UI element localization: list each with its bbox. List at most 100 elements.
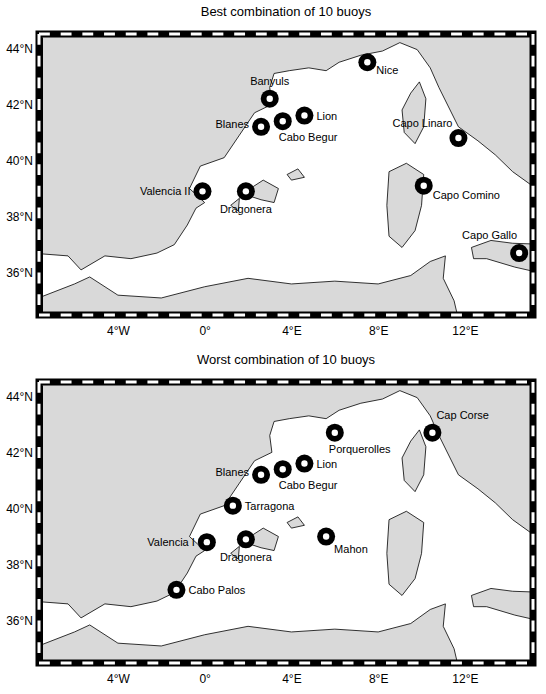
buoys	[193, 53, 528, 262]
axis-line	[42, 386, 43, 661]
buoy-ring	[198, 533, 216, 551]
tick: 4°E	[282, 660, 301, 686]
buoy-center	[301, 112, 307, 118]
tick-label: 4°W	[107, 324, 130, 338]
land	[287, 517, 304, 528]
map-panel: 4°W0°4°E8°E12°E36°N38°N40°N42°N44°NPorqu…	[6, 352, 546, 686]
tick-label: 40°N	[6, 154, 33, 168]
buoy-ring	[237, 182, 255, 200]
x-axis: 4°W0°4°E8°E12°E	[43, 660, 531, 686]
buoy-label: Banyuls	[250, 75, 290, 87]
tick-label: 42°N	[6, 98, 33, 112]
buoy-label: Cabo Begur	[279, 479, 338, 491]
axis-line	[42, 38, 43, 313]
buoy	[449, 129, 467, 147]
buoy-center	[267, 96, 273, 102]
land	[387, 511, 424, 595]
buoy-ring	[326, 424, 344, 442]
buoy	[261, 90, 279, 108]
tick: 0°	[199, 660, 211, 686]
frame-check	[39, 662, 533, 665]
buoy-label: Valencia I	[147, 536, 195, 548]
buoy	[252, 466, 270, 484]
buoy-label: Cabo Begur	[279, 131, 338, 143]
buoy	[423, 424, 441, 442]
buoy-label: Cabo Palos	[188, 584, 245, 596]
tick: 8°E	[369, 312, 388, 338]
land	[42, 385, 530, 618]
tick-label: 4°E	[282, 324, 301, 338]
tick: 36°N	[6, 614, 42, 628]
axis-line	[43, 312, 531, 313]
tick: 4°W	[107, 660, 130, 686]
buoy-center	[280, 118, 286, 124]
buoy	[237, 182, 255, 200]
buoy-ring	[358, 53, 376, 71]
buoy-center	[455, 135, 461, 141]
frame	[39, 34, 533, 315]
buoy-ring	[252, 118, 270, 136]
frame-check	[39, 33, 533, 36]
buoy-label: Porquerolles	[329, 443, 391, 455]
buoy	[274, 112, 292, 130]
buoy-ring	[295, 455, 313, 473]
buoy-label: Lion	[316, 110, 337, 122]
buoy	[295, 107, 313, 125]
tick-label: 0°	[199, 672, 211, 686]
buoy	[252, 118, 270, 136]
frame-check	[38, 34, 41, 315]
frame-check	[39, 381, 533, 384]
y-axis: 36°N38°N40°N42°N44°N	[6, 386, 42, 661]
buoy-center	[332, 430, 338, 436]
tick-label: 36°N	[6, 266, 33, 280]
buoy	[274, 460, 292, 478]
buoy-label: Mahon	[334, 543, 368, 555]
plot-area	[42, 37, 530, 312]
buoy-ring	[261, 90, 279, 108]
buoy-label: Dragonera	[220, 551, 273, 563]
frame-check	[532, 382, 535, 663]
land	[287, 169, 304, 180]
frame-border	[39, 34, 533, 315]
buoy-ring	[193, 182, 211, 200]
buoy	[167, 581, 185, 599]
tick: 40°N	[6, 154, 42, 168]
buoy	[198, 533, 216, 551]
buoy-ring	[224, 497, 242, 515]
buoy-center	[199, 188, 205, 194]
tick: 38°N	[6, 558, 42, 572]
buoy-ring	[415, 177, 433, 195]
buoy-center	[173, 587, 179, 593]
frame	[39, 382, 533, 663]
buoy	[510, 244, 528, 262]
buoy-label: Capo Gallo	[462, 229, 517, 241]
buoy-center	[204, 539, 210, 545]
buoy	[237, 530, 255, 548]
frame-border	[39, 382, 533, 663]
buoy-center	[243, 536, 249, 542]
buoy-labels: PorquerollesCap CorseBlanesCabo BegurLio…	[147, 409, 489, 596]
buoy-center	[516, 250, 522, 256]
buoy-label: Blanes	[215, 118, 249, 130]
buoy-label: Tarragona	[245, 500, 295, 512]
tick: 44°N	[6, 42, 42, 56]
buoy	[326, 424, 344, 442]
buoy	[317, 528, 335, 546]
buoy-center	[243, 188, 249, 194]
buoy-ring	[252, 466, 270, 484]
land	[471, 240, 530, 275]
buoy-label: Valencia II	[140, 185, 191, 197]
buoy-ring	[295, 107, 313, 125]
buoy-label: Blanes	[215, 466, 249, 478]
buoy-center	[258, 472, 264, 478]
buoy-label: Nice	[376, 64, 398, 76]
buoy-ring	[317, 528, 335, 546]
land	[42, 256, 461, 312]
buoy-label: Capo Comino	[433, 189, 500, 201]
tick-label: 38°N	[6, 558, 33, 572]
tick: 8°E	[369, 660, 388, 686]
buoy-label: Dragonera	[220, 203, 273, 215]
land	[42, 604, 461, 660]
buoy	[295, 455, 313, 473]
tick-label: 44°N	[6, 390, 33, 404]
